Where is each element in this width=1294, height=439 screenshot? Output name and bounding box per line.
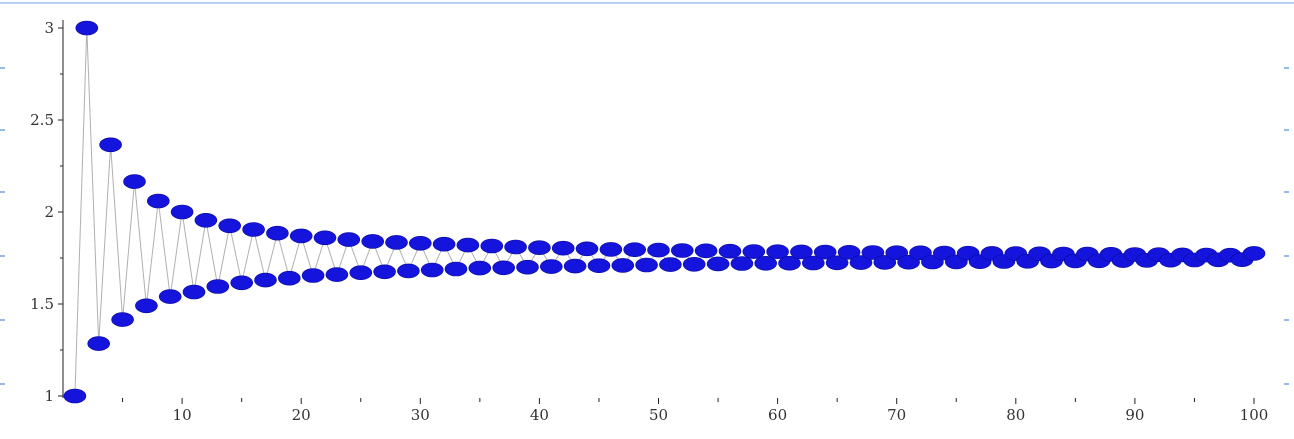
data-point — [706, 256, 730, 272]
data-point — [123, 174, 146, 189]
data-point — [266, 225, 289, 241]
x-tick-label: 60 — [768, 406, 787, 424]
data-point — [861, 245, 885, 260]
y-axis-ticks: 1 1.5 2 2.5 3 — [30, 19, 63, 405]
data-point — [456, 237, 480, 253]
data-point — [337, 232, 361, 247]
x-tick-label: 40 — [530, 406, 549, 424]
data-point — [551, 240, 575, 256]
data-point — [575, 241, 599, 257]
data-point — [599, 242, 623, 257]
data-point — [766, 244, 789, 259]
data-point — [111, 312, 134, 327]
x-tick-label: 100 — [1240, 406, 1269, 424]
data-point — [218, 218, 241, 234]
x-axis-ticks: 10 20 30 40 50 60 70 80 90 100 — [122, 398, 1269, 424]
data-point — [432, 236, 456, 252]
x-tick-label: 30 — [411, 406, 430, 424]
data-point — [873, 255, 897, 270]
data-point — [254, 272, 277, 288]
data-point — [528, 240, 551, 255]
data-point — [849, 255, 873, 270]
data-point — [670, 243, 694, 258]
data-point — [194, 213, 218, 228]
data-point — [801, 255, 825, 271]
data-point — [147, 193, 170, 209]
x-tick-label: 50 — [649, 406, 668, 424]
data-point — [87, 336, 110, 351]
plot-frame-dashes — [0, 67, 1289, 385]
data-point — [492, 260, 516, 276]
data-point — [373, 264, 396, 280]
data-point — [206, 279, 230, 294]
x-tick-label: 80 — [1006, 406, 1025, 424]
data-point — [135, 298, 158, 314]
data-point — [730, 256, 754, 271]
data-point — [611, 258, 635, 273]
data-point — [659, 257, 682, 272]
y-tick-label: 1 — [44, 387, 54, 405]
y-tick-label: 2 — [44, 203, 54, 221]
data-points — [63, 20, 1266, 404]
x-tick-label: 20 — [292, 406, 311, 424]
data-point — [754, 255, 778, 271]
x-tick-label: 70 — [887, 406, 906, 424]
data-point — [99, 137, 122, 153]
data-point — [1242, 246, 1266, 261]
data-point — [813, 244, 837, 260]
data-point — [313, 230, 337, 246]
data-point — [289, 228, 313, 244]
data-point — [694, 243, 718, 259]
data-point — [301, 268, 325, 283]
data-point — [242, 222, 265, 237]
data-point — [504, 239, 527, 255]
data-point — [635, 257, 658, 273]
data-point — [516, 259, 539, 275]
data-point — [385, 235, 408, 250]
series-lines — [74, 27, 1255, 397]
x-tick-label: 90 — [1125, 406, 1144, 424]
data-point — [397, 263, 420, 279]
data-point — [742, 244, 766, 259]
y-tick-label: 1.5 — [30, 295, 54, 313]
data-point — [790, 244, 813, 260]
data-point — [325, 267, 349, 282]
data-point — [182, 284, 206, 300]
data-point — [444, 261, 468, 277]
data-point — [587, 258, 611, 274]
data-point — [75, 20, 99, 36]
data-point — [837, 245, 861, 260]
data-point — [230, 275, 253, 291]
x-tick-label: 10 — [173, 406, 192, 424]
data-point — [420, 262, 444, 278]
y-tick-label: 2.5 — [30, 111, 54, 129]
data-point — [647, 242, 670, 258]
data-point — [682, 256, 706, 272]
data-point — [170, 204, 194, 220]
data-point — [63, 388, 87, 404]
data-point — [778, 255, 801, 271]
data-point — [718, 243, 742, 259]
data-point — [349, 265, 373, 281]
y-tick-label: 3 — [44, 19, 54, 37]
series-line — [74, 27, 1255, 397]
data-point — [158, 289, 182, 304]
data-point — [277, 270, 301, 286]
data-point — [361, 234, 385, 249]
data-point — [623, 242, 647, 257]
data-point — [563, 258, 587, 274]
data-point — [468, 260, 492, 276]
data-point — [825, 255, 849, 271]
data-point — [408, 236, 432, 251]
data-point — [539, 259, 563, 274]
data-point — [480, 238, 504, 254]
